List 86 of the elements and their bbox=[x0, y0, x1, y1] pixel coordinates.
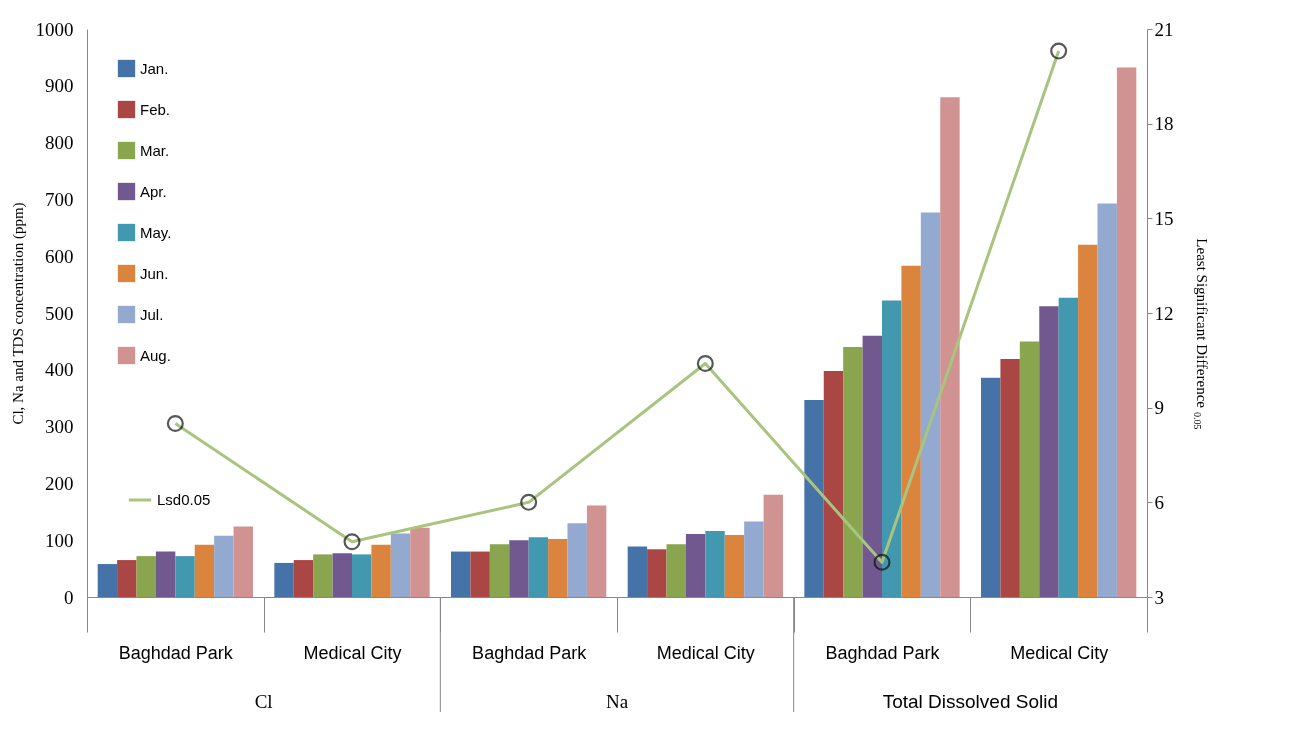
bar bbox=[1019, 341, 1040, 597]
bar bbox=[920, 212, 941, 597]
bar bbox=[451, 551, 471, 597]
bar bbox=[1058, 297, 1079, 597]
bar bbox=[843, 347, 863, 597]
bar bbox=[666, 544, 686, 597]
text: Na bbox=[605, 691, 629, 712]
x-tick-label: Baghdad Park bbox=[118, 642, 234, 663]
y-tick-label: 100 bbox=[45, 529, 74, 551]
x-tick-label: Medical City bbox=[303, 642, 402, 663]
y2-tick-label: 18 bbox=[1154, 113, 1174, 135]
bar bbox=[567, 523, 587, 597]
y2-tick-label: 15 bbox=[1154, 207, 1174, 229]
y2-tick-label: 12 bbox=[1154, 302, 1174, 324]
y-tick-label: 0 bbox=[64, 586, 74, 608]
bar bbox=[744, 521, 764, 597]
bar bbox=[647, 549, 667, 597]
legend-label: Feb. bbox=[140, 100, 171, 118]
y-tick-label: 200 bbox=[45, 472, 74, 494]
bar bbox=[823, 370, 844, 597]
legend-label: Mar. bbox=[140, 141, 170, 159]
y-tick-label: 800 bbox=[45, 132, 74, 154]
bar bbox=[470, 551, 490, 597]
y-tick-label: 1000 bbox=[35, 18, 74, 40]
x-tick-label: Medical City bbox=[656, 642, 755, 663]
legend-label: Apr. bbox=[140, 182, 167, 200]
bar bbox=[410, 527, 430, 597]
y-axis-title: Cl, Na and TDS concentration (ppm) bbox=[9, 202, 27, 425]
y-tick-label: 700 bbox=[45, 188, 74, 210]
bar bbox=[1116, 67, 1137, 597]
bar bbox=[705, 531, 725, 597]
y-tick-label: 500 bbox=[45, 302, 74, 324]
bar bbox=[332, 553, 352, 597]
bar bbox=[981, 377, 1001, 597]
text: Cl bbox=[254, 691, 273, 712]
bar bbox=[528, 537, 549, 597]
bar bbox=[293, 560, 314, 597]
bar bbox=[194, 544, 215, 597]
bar bbox=[371, 544, 391, 597]
bar bbox=[804, 399, 824, 597]
bar bbox=[548, 539, 568, 597]
x-tick-label: Baghdad Park bbox=[825, 642, 941, 663]
bar bbox=[724, 535, 745, 597]
y2-axis-title: Least Significant Difference0.05 bbox=[1192, 238, 1210, 430]
bar bbox=[1000, 359, 1020, 597]
legend-label: Lsd0.05 bbox=[157, 491, 211, 508]
legend-label: Jul. bbox=[140, 305, 164, 323]
bar bbox=[313, 554, 333, 597]
bar bbox=[586, 505, 607, 597]
bar bbox=[117, 560, 137, 597]
bar bbox=[1097, 203, 1117, 597]
bar bbox=[940, 97, 960, 597]
legend-label: Aug. bbox=[140, 346, 171, 364]
bar bbox=[274, 562, 294, 597]
bar bbox=[489, 544, 510, 597]
y-tick-label: 600 bbox=[45, 245, 74, 267]
y-tick-label: 300 bbox=[45, 416, 74, 438]
bar bbox=[233, 526, 253, 597]
bar bbox=[214, 535, 234, 597]
bar bbox=[509, 540, 529, 597]
y2-tick-label: 9 bbox=[1154, 397, 1164, 419]
x-tick-label: Baghdad Park bbox=[472, 642, 588, 663]
bar bbox=[862, 335, 882, 597]
bar bbox=[901, 265, 921, 597]
y-tick-label: 900 bbox=[45, 75, 74, 97]
y2-tick-label: 6 bbox=[1154, 491, 1164, 513]
legend-label: May. bbox=[140, 223, 172, 241]
text: Total Dissolved Solid bbox=[882, 691, 1058, 712]
bar bbox=[627, 546, 648, 597]
bar bbox=[1078, 244, 1098, 597]
bar bbox=[352, 554, 372, 597]
bar bbox=[882, 300, 902, 597]
bar bbox=[155, 551, 176, 597]
bar bbox=[175, 556, 195, 597]
bar bbox=[763, 494, 783, 597]
legend-label: Jun. bbox=[140, 264, 169, 282]
bar bbox=[136, 556, 156, 597]
legend-label: Jan. bbox=[140, 59, 169, 77]
y-tick-label: 400 bbox=[45, 359, 74, 381]
bar bbox=[97, 564, 118, 597]
y2-tick-label: 21 bbox=[1154, 18, 1174, 40]
y2-tick-label: 3 bbox=[1154, 586, 1164, 608]
bar bbox=[685, 533, 706, 597]
bar bbox=[1039, 306, 1059, 597]
x-tick-label: Medical City bbox=[1010, 642, 1109, 663]
bar bbox=[390, 533, 411, 597]
